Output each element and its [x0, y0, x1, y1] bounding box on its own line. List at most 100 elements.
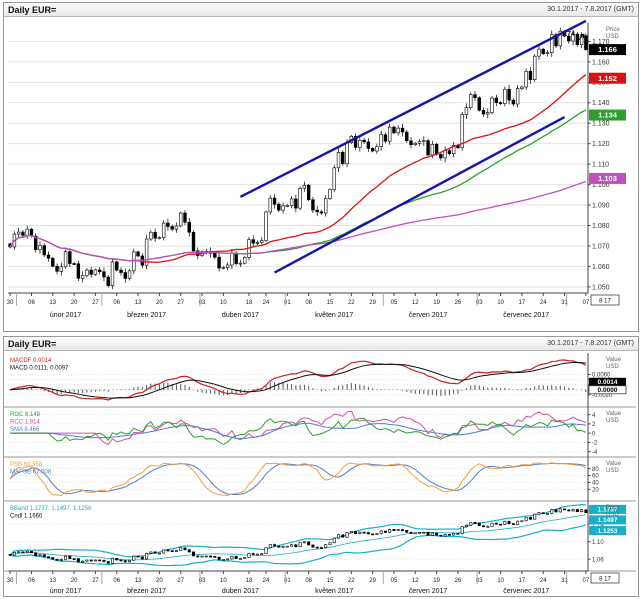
svg-text:8 17: 8 17	[599, 577, 611, 583]
svg-text:0: 0	[592, 431, 596, 437]
svg-text:1.1253: 1.1253	[598, 528, 618, 535]
svg-text:27: 27	[92, 300, 99, 306]
svg-text:20: 20	[592, 488, 599, 494]
svg-text:USD: USD	[606, 512, 619, 518]
svg-text:-0.0020: -0.0020	[592, 393, 613, 399]
svg-text:03: 03	[476, 578, 483, 584]
svg-text:07: 07	[583, 300, 590, 306]
svg-text:12: 12	[412, 578, 419, 584]
svg-text:18: 18	[246, 300, 253, 306]
svg-text:15: 15	[327, 578, 334, 584]
price-chart-canvas[interactable]: 1.1701.1601.1501.1401.1301.1201.1101.100…	[4, 17, 636, 331]
svg-text:30: 30	[7, 578, 14, 584]
svg-text:1.103: 1.103	[598, 174, 617, 183]
svg-text:05: 05	[391, 300, 398, 306]
svg-text:MACD 0.0111, 0.0097: MACD 0.0111, 0.0097	[10, 366, 69, 372]
svg-text:1.060: 1.060	[592, 264, 610, 271]
svg-text:24: 24	[263, 578, 270, 584]
svg-text:12: 12	[412, 300, 419, 306]
indicator-chart-window: Daily EUR= 30.1.2017 - 7.8.2017 (GMT) 0.…	[3, 336, 639, 597]
svg-text:Price: Price	[606, 27, 620, 33]
chart-title: Daily EUR=	[8, 338, 57, 349]
svg-text:MAPSB 67.008: MAPSB 67.008	[10, 470, 52, 476]
svg-text:27: 27	[92, 578, 99, 584]
svg-text:1.160: 1.160	[592, 59, 610, 66]
svg-text:RCC 1.914: RCC 1.914	[10, 420, 40, 426]
svg-text:15: 15	[327, 300, 334, 306]
svg-text:1.152: 1.152	[598, 74, 617, 83]
svg-text:20: 20	[156, 578, 163, 584]
svg-text:10: 10	[497, 578, 504, 584]
svg-text:40: 40	[592, 481, 599, 487]
svg-text:13: 13	[49, 300, 56, 306]
svg-text:80: 80	[592, 467, 599, 473]
svg-text:duben 2017: duben 2017	[222, 312, 259, 319]
svg-text:květen 2017: květen 2017	[315, 588, 353, 595]
svg-text:13: 13	[135, 300, 142, 306]
svg-text:01: 01	[284, 578, 291, 584]
svg-text:13: 13	[49, 578, 56, 584]
svg-text:07: 07	[583, 578, 590, 584]
svg-text:10: 10	[220, 578, 227, 584]
svg-text:1.14: 1.14	[592, 522, 604, 528]
svg-text:31: 31	[561, 578, 568, 584]
svg-text:1.166: 1.166	[598, 45, 617, 54]
svg-text:červen 2017: červen 2017	[409, 588, 448, 595]
svg-text:Cndl 1.1660: Cndl 1.1660	[10, 514, 43, 520]
svg-text:1.100: 1.100	[592, 182, 610, 189]
svg-text:1.140: 1.140	[592, 100, 610, 107]
svg-text:MACDF 0.0014: MACDF 0.0014	[10, 358, 52, 364]
chart-title: Daily EUR=	[8, 4, 57, 15]
svg-text:20: 20	[71, 578, 78, 584]
svg-text:03: 03	[199, 300, 206, 306]
svg-text:-4: -4	[592, 450, 598, 456]
svg-text:USD: USD	[606, 468, 619, 474]
svg-text:06: 06	[113, 578, 120, 584]
svg-text:USD: USD	[606, 34, 619, 40]
svg-text:06: 06	[28, 578, 35, 584]
svg-text:30: 30	[7, 300, 14, 306]
svg-text:27: 27	[177, 578, 184, 584]
bollinger-candles	[8, 508, 588, 565]
svg-text:0.0000: 0.0000	[598, 387, 618, 394]
svg-text:BBand 1.1737, 1.1497, 1.1256: BBand 1.1737, 1.1497, 1.1256	[10, 506, 92, 512]
svg-text:březen 2017: březen 2017	[127, 312, 166, 319]
indicator-chart-titlebar[interactable]: Daily EUR= 30.1.2017 - 7.8.2017 (GMT)	[4, 337, 638, 351]
svg-text:1.120: 1.120	[592, 141, 610, 148]
svg-text:duben 2017: duben 2017	[222, 588, 259, 595]
svg-text:4: 4	[592, 413, 596, 419]
svg-text:22: 22	[348, 578, 355, 584]
svg-text:17: 17	[519, 578, 526, 584]
svg-text:10: 10	[497, 300, 504, 306]
svg-text:26: 26	[455, 300, 462, 306]
svg-text:1.1737: 1.1737	[598, 507, 618, 514]
svg-text:-2: -2	[592, 441, 598, 447]
svg-text:03: 03	[476, 300, 483, 306]
svg-text:.174: .174	[561, 31, 575, 38]
price-chart-titlebar[interactable]: Daily EUR= 30.1.2017 - 7.8.2017 (GMT)	[4, 3, 638, 17]
svg-text:27: 27	[177, 300, 184, 306]
svg-text:1.090: 1.090	[592, 202, 610, 209]
svg-text:29: 29	[369, 578, 376, 584]
svg-text:1.1497: 1.1497	[598, 517, 618, 524]
indicator-chart-canvas[interactable]: 0.00600.00400.00200.0000-0.00200.00140.0…	[4, 351, 636, 596]
svg-text:1.080: 1.080	[592, 223, 610, 230]
svg-text:2: 2	[592, 422, 596, 428]
svg-text:květen 2017: květen 2017	[315, 312, 353, 319]
svg-text:17: 17	[519, 300, 526, 306]
svg-text:Value: Value	[606, 411, 622, 417]
svg-text:19: 19	[433, 300, 440, 306]
svg-text:8 17: 8 17	[599, 299, 611, 305]
svg-text:ROC 8.148: ROC 8.148	[10, 412, 41, 418]
svg-text:USD: USD	[606, 418, 619, 424]
svg-text:1.06: 1.06	[592, 557, 604, 563]
svg-text:08: 08	[305, 300, 312, 306]
price-chart-window: Daily EUR= 30.1.2017 - 7.8.2017 (GMT) 1.…	[3, 2, 639, 332]
svg-text:29: 29	[369, 300, 376, 306]
svg-text:1.110: 1.110	[592, 162, 609, 169]
svg-text:březen 2017: březen 2017	[127, 588, 166, 595]
svg-text:SMA 8.466: SMA 8.466	[10, 427, 40, 433]
svg-text:1.050: 1.050	[592, 284, 610, 291]
svg-text:60: 60	[592, 474, 599, 480]
svg-text:20: 20	[156, 300, 163, 306]
